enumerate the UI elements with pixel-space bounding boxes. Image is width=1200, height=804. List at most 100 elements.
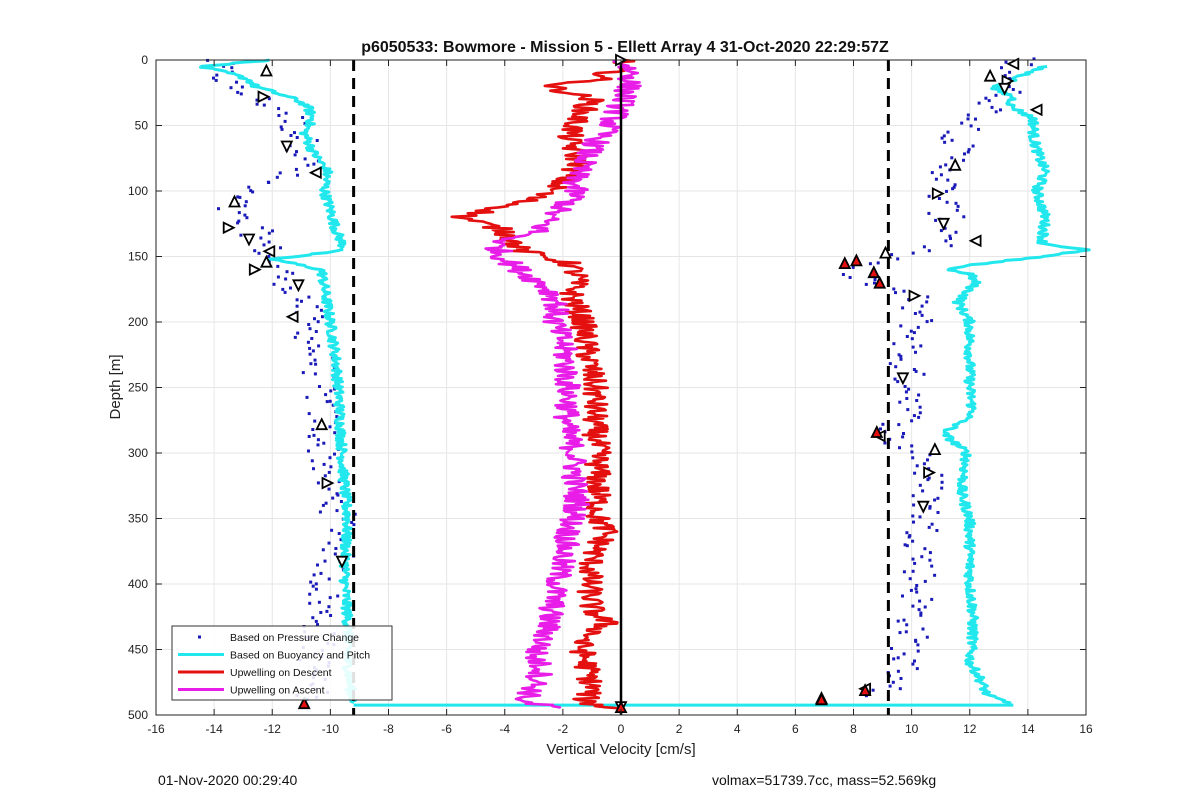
white-triangle-marker (968, 234, 982, 248)
pressure-point (971, 144, 975, 148)
pressure-point (283, 119, 287, 123)
pressure-point (271, 229, 274, 233)
y-tick-label: 500 (128, 708, 148, 722)
pressure-point (279, 246, 282, 250)
footer-timestamp: 01-Nov-2020 00:29:40 (158, 772, 298, 788)
pressure-point (954, 230, 958, 234)
pressure-point (888, 684, 892, 688)
pressure-point (946, 178, 950, 182)
pressure-point (289, 286, 292, 290)
pressure-point (212, 76, 215, 80)
white-triangle-marker (280, 140, 294, 154)
pressure-point (913, 561, 917, 565)
pressure-point (974, 117, 977, 121)
pressure-point (323, 474, 327, 478)
red-triangle-marker (870, 424, 884, 438)
pressure-point (301, 116, 305, 119)
pressure-point (911, 345, 915, 349)
pressure-point (305, 395, 309, 399)
y-tick-label: 50 (135, 119, 149, 133)
pressure-point (317, 344, 321, 348)
pressure-point (903, 543, 907, 547)
pressure-point (936, 511, 940, 514)
pressure-point (260, 226, 264, 230)
pressure-point (922, 245, 926, 249)
pressure-point (914, 639, 918, 643)
x-tick-label: 14 (1021, 722, 1035, 736)
pressure-point (899, 354, 903, 358)
pressure-point (315, 305, 319, 309)
pressure-point (908, 577, 912, 581)
pressure-point (306, 340, 310, 344)
pressure-point (949, 237, 952, 240)
pressure-point (930, 564, 934, 568)
pressure-point (910, 444, 914, 448)
legend-label: Upwelling on Descent (230, 667, 332, 679)
x-tick-label: -6 (441, 722, 452, 736)
pressure-point (896, 380, 900, 384)
pressure-point (262, 103, 266, 107)
pressure-point (910, 419, 914, 423)
pressure-point (335, 415, 339, 419)
pressure-point (930, 319, 934, 323)
pressure-point (309, 580, 313, 584)
pressure-point (901, 435, 905, 439)
pressure-point (307, 412, 311, 416)
y-tick-label: 300 (128, 446, 148, 460)
pressure-point (921, 489, 925, 493)
pressure-point (940, 136, 944, 140)
pressure-point (888, 362, 892, 366)
pressure-point (937, 197, 941, 200)
white-triangle-marker (879, 245, 892, 259)
pressure-point (259, 236, 263, 240)
chart-title: p6050533: Bowmore - Mission 5 - Ellett A… (361, 39, 889, 56)
pressure-point (914, 369, 918, 373)
pressure-point (295, 150, 298, 154)
white-triangle-marker (908, 289, 922, 303)
pressure-point (883, 441, 887, 445)
pressure-point (925, 320, 929, 324)
pressure-point (329, 389, 333, 393)
pressure-point (915, 399, 919, 402)
pressure-point (943, 140, 947, 144)
pressure-point (217, 207, 220, 211)
pressure-point (1003, 74, 1007, 78)
pressure-point (927, 467, 931, 471)
pressure-point (301, 371, 305, 375)
x-tick-label: -2 (558, 722, 569, 736)
pressure-point (909, 329, 913, 333)
white-triangle-marker (896, 372, 910, 386)
pressure-point (255, 98, 259, 102)
pressure-point (914, 350, 917, 354)
white-triangle-marker (937, 217, 951, 231)
x-tick-label: 2 (676, 722, 683, 736)
pressure-point (236, 90, 240, 94)
pressure-point (308, 601, 312, 605)
x-tick-label: 4 (734, 722, 741, 736)
pressure-point (336, 594, 340, 598)
pressure-point (881, 422, 885, 426)
pressure-point (930, 597, 934, 601)
pressure-point (905, 531, 909, 535)
pressure-point (353, 512, 357, 516)
white-triangle-marker (923, 466, 937, 480)
y-tick-label: 0 (141, 53, 148, 67)
pressure-point (915, 590, 919, 594)
x-tick-label: -8 (383, 722, 394, 736)
pressure-point (1018, 90, 1022, 94)
pressure-point (312, 162, 316, 166)
pressure-point (313, 358, 317, 362)
pressure-point (916, 643, 920, 647)
pressure-point (903, 385, 907, 388)
pressure-point (945, 189, 948, 193)
x-tick-label: -4 (499, 722, 510, 736)
pressure-point (278, 171, 282, 175)
white-triangle-marker (1029, 103, 1043, 117)
pressure-point (923, 547, 927, 551)
pressure-point (308, 592, 312, 596)
x-tick-label: 0 (618, 722, 625, 736)
pressure-point (328, 425, 332, 429)
pressure-point (307, 435, 311, 438)
pressure-point (902, 570, 906, 574)
pressure-point (892, 342, 896, 346)
